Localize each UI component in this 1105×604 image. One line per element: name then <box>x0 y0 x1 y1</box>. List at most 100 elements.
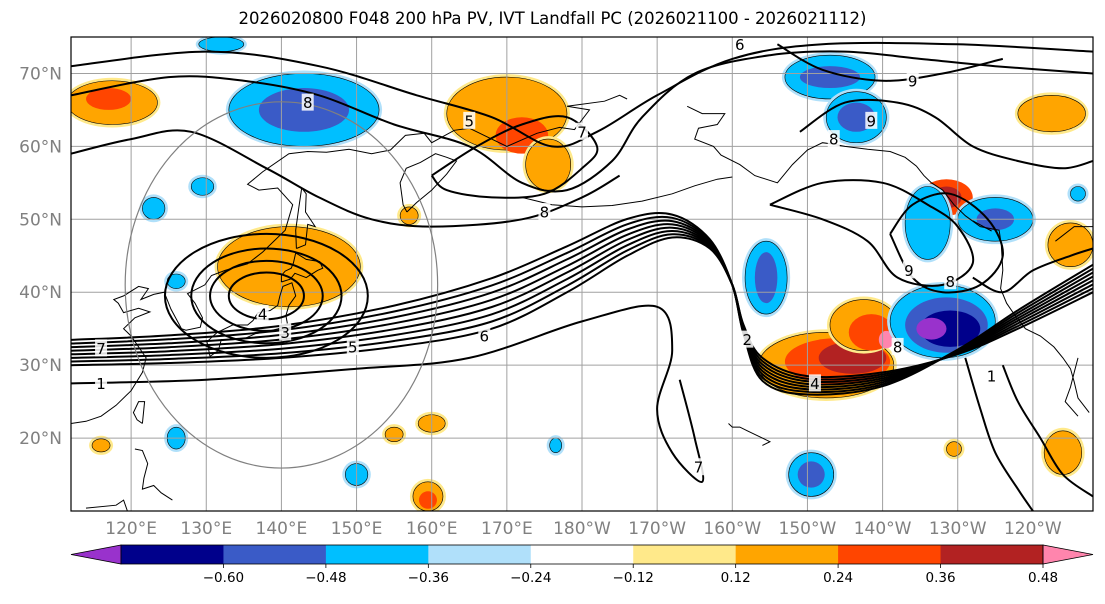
longitude-label: 170°E <box>481 519 533 539</box>
contour-label-bg <box>902 261 915 279</box>
coastline <box>71 127 470 424</box>
colorbar-segment <box>121 545 224 564</box>
pv-contour <box>71 233 1093 381</box>
coastline <box>686 105 1090 413</box>
longitude-label: 160°W <box>703 519 761 539</box>
latitude-label: 70°N <box>19 64 62 84</box>
range-circle-outline <box>124 101 439 469</box>
ivt-blob <box>384 426 404 443</box>
contour-label: 5 <box>465 112 475 130</box>
contour-label-bg <box>692 458 705 476</box>
coastline <box>132 401 146 424</box>
contour-label-bg <box>827 130 840 148</box>
pv-contour <box>71 223 1093 389</box>
contour-label: 8 <box>829 131 839 149</box>
pv-contour <box>1001 364 1093 498</box>
colorbar-tick-label: 0.48 <box>1028 570 1058 586</box>
ivt-blob <box>799 66 861 89</box>
ivt-blob <box>904 186 951 260</box>
longitude-label: 180°W <box>553 519 611 539</box>
contour-label-bg <box>279 323 292 341</box>
coastline <box>469 94 628 147</box>
contour-label-bg <box>301 93 314 111</box>
contour-label-bg <box>808 374 821 392</box>
colorbar-segment <box>633 545 737 564</box>
contour-label: 7 <box>96 340 106 358</box>
pv-contour <box>71 304 705 483</box>
colorbar-tick-label: −0.60 <box>203 570 244 586</box>
ivt-blob <box>916 317 947 340</box>
coastline <box>1064 357 1079 417</box>
longitude-label: 130°W <box>929 519 987 539</box>
contour-label: 4 <box>810 375 820 393</box>
ivt-blob <box>549 437 563 453</box>
coastline <box>972 220 992 232</box>
pv-contour <box>71 50 1093 193</box>
longitude-label: 150°E <box>331 519 383 539</box>
ivt-blob <box>399 206 419 225</box>
latitude-labels: 70°N 60°N 50°N 40°N 30°N 20°N <box>19 64 62 449</box>
coastline <box>134 448 173 501</box>
contour-label: 3 <box>280 324 290 342</box>
colorbar-segment <box>428 545 532 564</box>
colorbar-segment <box>735 545 839 564</box>
ivt-blob <box>418 491 437 509</box>
graticule <box>71 37 1093 511</box>
colorbar-extend-min <box>70 544 122 565</box>
pv-contour <box>776 43 1004 82</box>
pv-contour <box>972 247 1093 294</box>
pv-contour <box>71 226 1093 386</box>
ivt-blob <box>91 438 111 453</box>
map-title: 2026020800 F048 200 hPa PV, IVT Landfall… <box>238 9 867 28</box>
ivt-blob <box>190 177 215 196</box>
longitude-labels: 120°E 130°E 140°E 150°E 160°E 170°E 180°W 170°W… <box>105 519 1062 539</box>
longitude-label: 140°W <box>854 519 912 539</box>
contour-label: 9 <box>908 72 918 90</box>
pv-contour <box>209 259 324 332</box>
longitude-label: 120°E <box>105 519 157 539</box>
colorbar-frame <box>120 544 1044 565</box>
contour-label-bg <box>865 111 878 129</box>
contour-label-bg <box>538 203 551 221</box>
contour-label: 1 <box>96 375 106 393</box>
colorbar-tick-label: −0.48 <box>305 570 346 586</box>
pv-contour <box>71 129 621 228</box>
contour-label-bg <box>95 374 108 392</box>
contour-label-bg <box>576 122 588 140</box>
colorbar-tick-label: 0.12 <box>721 570 751 586</box>
pv-contour <box>769 179 975 287</box>
longitude-label: 130°E <box>180 519 232 539</box>
coastline <box>85 499 128 511</box>
colorbar-segment <box>940 545 1044 564</box>
pv-contours <box>71 41 1093 511</box>
colorbar-extend-max <box>1042 544 1094 565</box>
ivt-fill-layer <box>71 37 1093 511</box>
contour-label: 2 <box>743 331 753 349</box>
latitude-label: 40°N <box>19 283 62 303</box>
pv-contour <box>190 247 343 345</box>
contour-label-bg <box>256 305 269 323</box>
colorbar-tick-label: −0.36 <box>408 570 449 586</box>
longitude-label: 170°W <box>628 519 686 539</box>
colorbar-segment <box>530 545 634 564</box>
pv-contour <box>71 41 1093 148</box>
pv-contour <box>799 98 1093 170</box>
colorbar-tick-label: 0.36 <box>926 570 956 586</box>
colorbar-tick-label: −0.24 <box>510 570 551 586</box>
range-circle <box>124 101 439 469</box>
contour-label: 5 <box>348 338 358 356</box>
contour-label: 7 <box>694 459 704 477</box>
contour-label-bg <box>944 272 957 290</box>
colorbar-segment <box>838 545 942 564</box>
coastline <box>1055 226 1093 242</box>
latitude-label: 30°N <box>19 356 62 376</box>
pv-contour <box>163 232 369 359</box>
ivt-blob <box>797 461 825 488</box>
longitude-label: 120°W <box>1004 519 1062 539</box>
contour-label: 8 <box>540 204 550 222</box>
map-frame <box>70 36 1094 512</box>
longitude-label: 150°W <box>779 519 837 539</box>
colorbar-tick-label: −0.12 <box>613 570 654 586</box>
pv-contour <box>71 229 1093 384</box>
